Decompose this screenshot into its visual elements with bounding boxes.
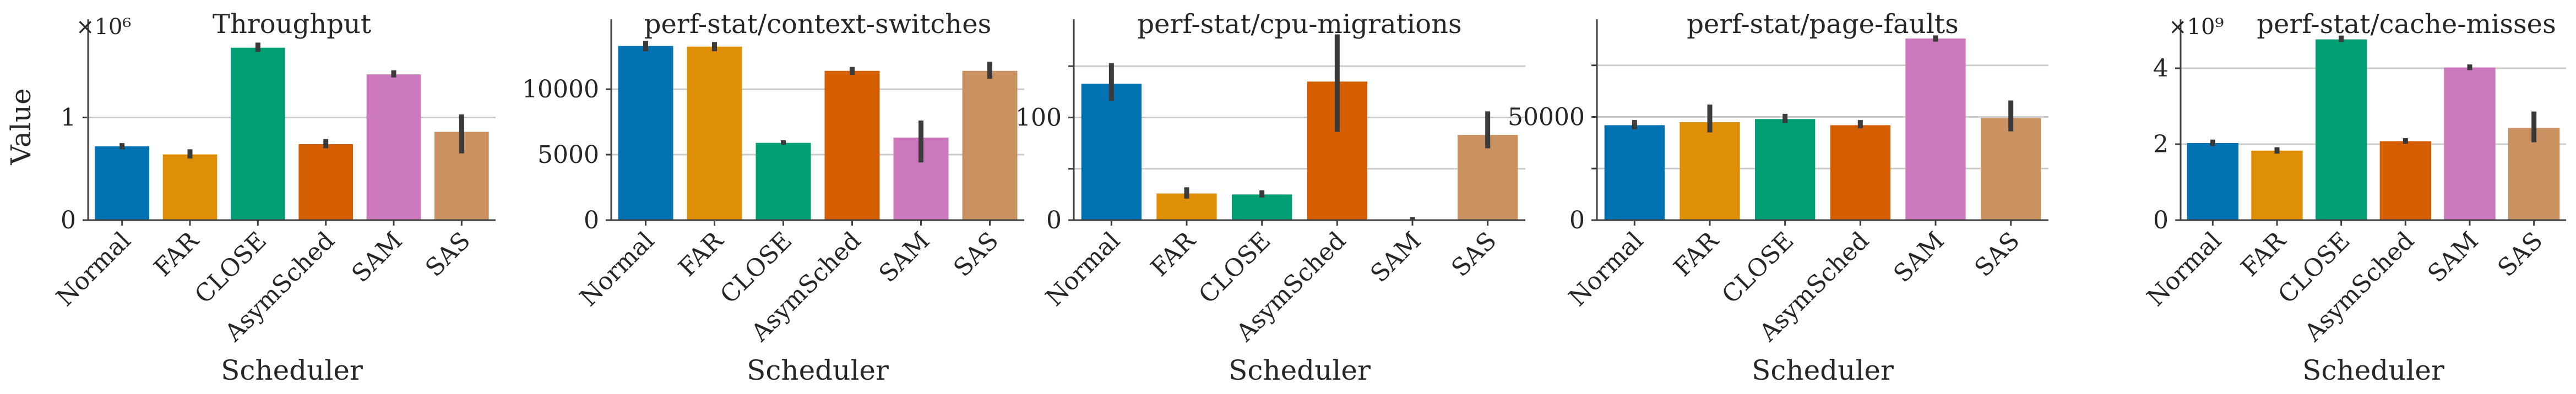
- y-tick-label: 1: [61, 104, 76, 132]
- bar-close: [1232, 194, 1292, 220]
- chart-title: perf-stat/page-faults: [1687, 9, 1959, 40]
- y-tick-label: 0: [2153, 206, 2169, 234]
- y-tick-label: 5000: [537, 141, 599, 169]
- y-tick-label: 2: [2153, 130, 2169, 158]
- scale-label: ×10⁶: [76, 14, 131, 40]
- bar-asymsched: [824, 70, 880, 221]
- y-tick-label: 4: [2153, 54, 2169, 83]
- bar-asymsched: [2379, 141, 2431, 220]
- y-tick-label: 0: [61, 206, 76, 234]
- x-tick-label: SAS: [2492, 227, 2548, 282]
- bar-sas: [1458, 135, 1518, 220]
- y-tick-label: 100: [1015, 104, 1062, 132]
- x-tick-label: Normal: [1040, 227, 1126, 312]
- chart-title: perf-stat/cpu-migrations: [1137, 9, 1461, 40]
- bar-normal: [618, 46, 673, 220]
- x-tick-label: SAM: [1888, 227, 1950, 288]
- x-tick-label: FAR: [149, 226, 205, 282]
- bar-far: [1680, 122, 1740, 220]
- bar-asymsched: [1830, 125, 1890, 220]
- x-tick-label: SAS: [948, 227, 1004, 282]
- x-axis-label: Scheduler: [2302, 354, 2444, 386]
- bar-sam: [2444, 67, 2496, 221]
- y-axis-label: Value: [5, 88, 37, 165]
- bar-sam: [366, 74, 421, 220]
- x-axis-label: Scheduler: [221, 354, 363, 386]
- x-tick-label: Normal: [2142, 227, 2227, 312]
- y-tick-label: 50000: [1508, 103, 1585, 132]
- bar-close: [2316, 39, 2367, 220]
- chart-title: perf-stat/cache-misses: [2257, 9, 2556, 40]
- bar-far: [687, 46, 742, 220]
- x-tick-label: SAM: [2422, 227, 2484, 288]
- bar-sas: [1981, 118, 2041, 220]
- bar-asymsched: [298, 144, 353, 220]
- x-tick-label: SAS: [1446, 227, 1502, 282]
- y-tick-label: 0: [1569, 206, 1585, 234]
- x-tick-label: SAM: [346, 227, 408, 288]
- chart-title: Throughput: [213, 9, 371, 40]
- bar-sas: [962, 70, 1018, 221]
- x-tick-label: FAR: [1145, 226, 1202, 282]
- bar-sam: [1905, 39, 1966, 220]
- bar-close: [231, 47, 285, 221]
- x-tick-label: FAR: [673, 226, 729, 282]
- y-tick-label: 0: [1046, 206, 1062, 234]
- x-axis-label: Scheduler: [747, 354, 889, 386]
- bar-normal: [2187, 143, 2238, 220]
- x-axis-label: Scheduler: [1229, 354, 1371, 386]
- x-tick-label: SAM: [1365, 227, 1427, 288]
- x-tick-label: SAS: [420, 227, 476, 282]
- x-tick-label: FAR: [1669, 226, 1725, 282]
- chart-title: perf-stat/context-switches: [644, 9, 992, 40]
- bar-sas: [2508, 128, 2560, 220]
- bar-normal: [1604, 125, 1665, 220]
- bar-far: [2251, 150, 2303, 220]
- x-tick-label: Normal: [51, 227, 137, 312]
- bar-far: [162, 154, 218, 220]
- bar-close: [1755, 119, 1816, 220]
- scale-label: ×10⁹: [2169, 14, 2224, 40]
- y-tick-label: 0: [584, 206, 599, 234]
- x-tick-label: SAM: [874, 227, 936, 288]
- x-tick-label: FAR: [2236, 226, 2292, 282]
- bar-close: [756, 143, 811, 220]
- x-tick-label: Normal: [1563, 227, 1649, 312]
- bar-normal: [95, 146, 149, 220]
- y-tick-label: 10000: [522, 75, 599, 103]
- x-axis-label: Scheduler: [1752, 354, 1894, 386]
- bar-normal: [1081, 83, 1142, 220]
- x-tick-label: SAS: [1969, 227, 2025, 282]
- x-tick-label: Normal: [574, 227, 660, 312]
